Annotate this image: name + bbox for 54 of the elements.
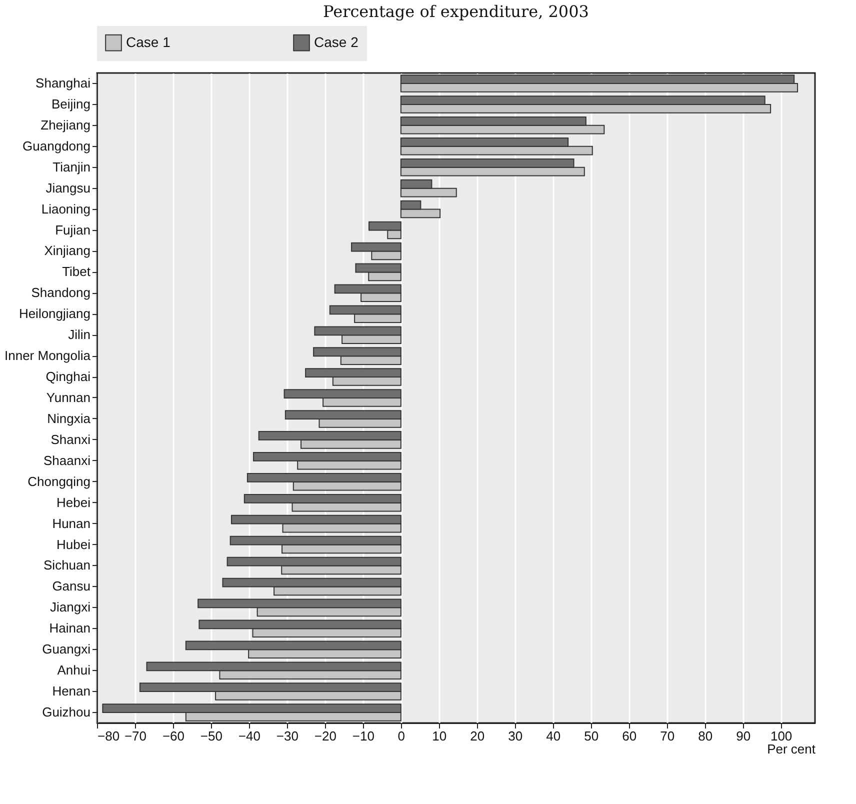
chart-title: Percentage of expenditure, 2003 (323, 2, 589, 21)
x-tick-label: −60 (162, 728, 185, 744)
y-tick-label: Guizhou (42, 704, 90, 720)
y-tick-label: Sichuan (44, 558, 90, 573)
x-tick-label: 60 (622, 728, 637, 744)
x-tick-label: 10 (432, 728, 447, 744)
y-tick-label: Hainan (49, 620, 90, 636)
y-tick-label: Liaoning (41, 201, 90, 216)
y-tick-label: Ningxia (47, 410, 92, 426)
x-tick-label: −30 (276, 728, 298, 744)
legend-label: Case 1 (126, 34, 171, 50)
y-tick-label: Gansu (52, 578, 90, 594)
y-tick-label: Tibet (62, 264, 91, 280)
x-tick-label: −20 (314, 728, 336, 744)
y-tick-label: Guangxi (42, 642, 91, 657)
x-tick-label: 0 (398, 728, 406, 744)
x-tick-label: −10 (352, 728, 374, 744)
x-tick-label: −40 (238, 728, 260, 744)
y-tick-label: Henan (52, 684, 90, 699)
x-axis-title: Per cent (767, 742, 816, 756)
y-tick-label: Anhui (57, 662, 91, 678)
legend-label: Case 2 (314, 34, 359, 50)
y-tick-label: Beijing (51, 96, 90, 112)
x-tick-label: 50 (584, 728, 599, 744)
y-tick-label: Heilongjiang (18, 306, 90, 322)
y-tick-label: Zhejiang (40, 117, 90, 132)
y-tick-label: Chongqing (28, 474, 90, 489)
x-tick-label: 70 (660, 728, 675, 744)
y-tick-label: Shanghai (36, 75, 91, 90)
y-tick-label: Hunan (52, 516, 90, 531)
x-tick-label: −50 (200, 728, 222, 744)
y-tick-label: Jilin (68, 327, 90, 342)
x-tick-label: 90 (736, 728, 751, 744)
y-tick-label: Shanxi (50, 432, 91, 447)
y-tick-label: Fujian (55, 222, 90, 238)
x-tick-label: 20 (470, 728, 485, 744)
y-tick-label: Hebei (56, 494, 91, 510)
x-tick-label: −70 (124, 728, 147, 744)
x-tick-label: 100 (770, 728, 792, 744)
y-tick-label: Xinjiang (44, 243, 90, 258)
y-tick-label: Guangdong (22, 138, 90, 154)
y-tick-label: Shaanxi (44, 452, 91, 468)
x-tick-label: 40 (546, 728, 561, 744)
y-tick-label: Inner Mongolia (4, 348, 92, 364)
y-tick-label: Jiangsu (46, 180, 90, 196)
y-tick-label: Shandong (31, 285, 90, 300)
x-tick-label: 30 (508, 728, 523, 744)
y-tick-label: Qinghai (46, 369, 91, 384)
y-tick-label: Hubei (56, 536, 91, 552)
y-tick-label: Yunnan (46, 390, 90, 405)
x-tick-label: 80 (698, 728, 713, 744)
y-tick-label: Tianjin (52, 159, 90, 174)
y-tick-label: Jiangxi (50, 600, 91, 615)
x-tick-label: −80 (98, 728, 120, 744)
